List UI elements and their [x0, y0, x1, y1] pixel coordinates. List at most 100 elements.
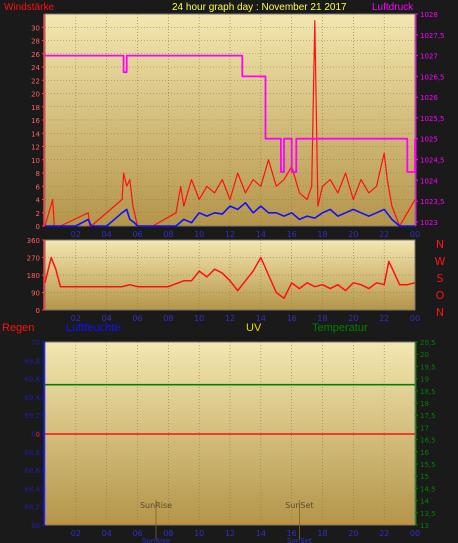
- y-tick-label: 180: [27, 272, 40, 280]
- right-tick-label: 19,5: [420, 363, 436, 371]
- right-tick-label: 17: [420, 424, 429, 432]
- y-tick-label: 68,2: [24, 504, 40, 512]
- right-tick-label: 19: [420, 376, 429, 384]
- humidity-grid: [75, 342, 416, 525]
- y-tick-label: 270: [27, 255, 40, 263]
- x-tick-label: 10: [194, 230, 204, 239]
- x-tick-label: 06: [132, 230, 142, 239]
- wind-series-line: [44, 20, 416, 227]
- graph-title: 24 hour graph day : November 21 2017: [172, 2, 347, 13]
- y-tick-label: 68,6: [24, 467, 40, 475]
- temperature-axis-title: Temperatur: [312, 322, 368, 334]
- y-tick-label: 30: [31, 24, 40, 32]
- wind-avg-series-line: [45, 202, 415, 227]
- x-tick-label: 22: [379, 314, 389, 323]
- y-tick-label: 16: [31, 117, 40, 125]
- pressure-series-line: [45, 54, 416, 173]
- right-tick-label: 1024,5: [420, 156, 445, 164]
- x-tick-label: 20: [348, 314, 358, 323]
- direction-series-line: [44, 256, 416, 300]
- x-tick-label: 04: [102, 529, 112, 538]
- right-tick-label: 1026: [420, 94, 438, 102]
- sun-annotations: SunRise SunRise SunSet SunSet: [140, 500, 314, 543]
- lower-time-axis: 02 04 06 08 10 12 14 16 18 20 22 00: [71, 529, 420, 538]
- compass-label: W: [435, 255, 446, 268]
- x-tick-label: 06: [132, 314, 142, 323]
- wind-time-axis: 02 04 06 08 10 12 14 16 18 20 22 00: [71, 230, 420, 239]
- wind-pressure-grid: [45, 14, 416, 227]
- right-tick-label: 18,5: [420, 388, 436, 396]
- right-tick-label: 1027,5: [420, 32, 445, 40]
- y-tick-label: 360: [27, 237, 40, 245]
- x-tick-label: 18: [317, 314, 327, 323]
- y-tick-label: 22: [31, 77, 40, 85]
- temperature-rain-series: [45, 383, 415, 524]
- y-tick-label: 0: [36, 307, 40, 315]
- x-tick-label: 12: [225, 314, 235, 323]
- y-tick-label: 2: [36, 210, 40, 218]
- x-tick-label: 20: [348, 230, 358, 239]
- direction-axis: 0 90 180 270 360: [27, 237, 45, 315]
- y-tick-label: 70: [31, 339, 40, 347]
- right-tick-label: 1026,5: [420, 73, 445, 81]
- right-tick-label: 14,5: [420, 485, 436, 493]
- sun-marker-label: SunSet: [285, 501, 313, 510]
- x-tick-label: 16: [287, 529, 297, 538]
- direction-time-axis: 02 04 06 08 10 12 14 16 18 20 22 00: [71, 314, 420, 323]
- rain-axis: 0: [36, 431, 40, 439]
- x-tick-label: 02: [71, 529, 81, 538]
- x-tick-label: 02: [71, 230, 81, 239]
- right-tick-label: 16,5: [420, 437, 436, 445]
- right-tick-label: 18: [420, 400, 429, 408]
- y-tick-label: 0: [36, 223, 40, 231]
- y-tick-label: 20: [31, 91, 40, 99]
- right-tick-label: 20,5: [420, 339, 436, 347]
- y-tick-label: 68,4: [24, 485, 40, 493]
- right-tick-label: 13: [420, 522, 429, 530]
- right-tick-label: 1028: [420, 11, 438, 19]
- x-tick-label: 14: [256, 529, 266, 538]
- y-tick-label: 90: [31, 290, 40, 298]
- x-tick-label: 04: [102, 230, 112, 239]
- right-tick-label: 17,5: [420, 412, 436, 420]
- wind-axis-title: Windstärke: [4, 2, 54, 13]
- pressure-axis-title: Luftdruck: [372, 2, 414, 13]
- x-tick-label: 22: [379, 529, 389, 538]
- x-tick-label: 16: [287, 230, 297, 239]
- humidity-axis: 68 68,2 68,4 68,6 68,8 69 69,2 69,4 69,6 69,8 70: [24, 339, 45, 530]
- sun-marker-label: SunRise: [140, 501, 172, 510]
- y-tick-label: 69,4: [24, 394, 40, 402]
- direction-series: [44, 256, 416, 300]
- x-tick-label: 00: [410, 529, 420, 538]
- sun-marker-axis-label: SunRise: [142, 537, 170, 543]
- right-tick-label: 1023: [420, 219, 438, 227]
- x-tick-label: 12: [225, 230, 235, 239]
- y-tick-label: 12: [31, 144, 40, 152]
- x-tick-label: 04: [102, 314, 112, 323]
- compass-label: O: [436, 289, 445, 302]
- x-tick-label: 12: [225, 529, 235, 538]
- y-tick-label: 69,8: [24, 357, 40, 365]
- compass-label: N: [436, 306, 444, 319]
- x-tick-label: 08: [163, 314, 173, 323]
- compass-label: S: [437, 272, 444, 285]
- compass-label: N: [436, 238, 444, 251]
- y-tick-label: 68: [31, 522, 40, 530]
- y-tick-label: 18: [31, 104, 40, 112]
- x-tick-label: 10: [194, 529, 204, 538]
- right-tick-label: 1023,5: [420, 198, 445, 206]
- x-tick-label: 18: [317, 230, 327, 239]
- y-tick-label: 10: [31, 157, 40, 165]
- x-tick-label: 08: [163, 529, 173, 538]
- y-tick-label: 68,8: [24, 449, 40, 457]
- temperature-axis: 13 13,5 14 14,5 15 15,5 16 16,5 17 17,5 18 18,5 19 19…: [415, 339, 436, 530]
- wind-direction-plot: [44, 239, 416, 311]
- x-tick-label: 14: [256, 314, 266, 323]
- y-tick-label: 6: [36, 183, 41, 191]
- uv-axis-title: UV: [246, 322, 262, 334]
- y-tick-label: 69,2: [24, 412, 40, 420]
- y-tick-label: 28: [31, 38, 40, 46]
